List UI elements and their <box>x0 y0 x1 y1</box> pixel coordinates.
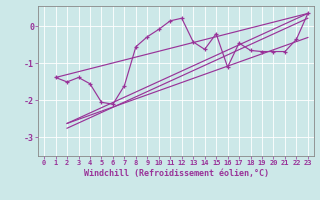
X-axis label: Windchill (Refroidissement éolien,°C): Windchill (Refroidissement éolien,°C) <box>84 169 268 178</box>
